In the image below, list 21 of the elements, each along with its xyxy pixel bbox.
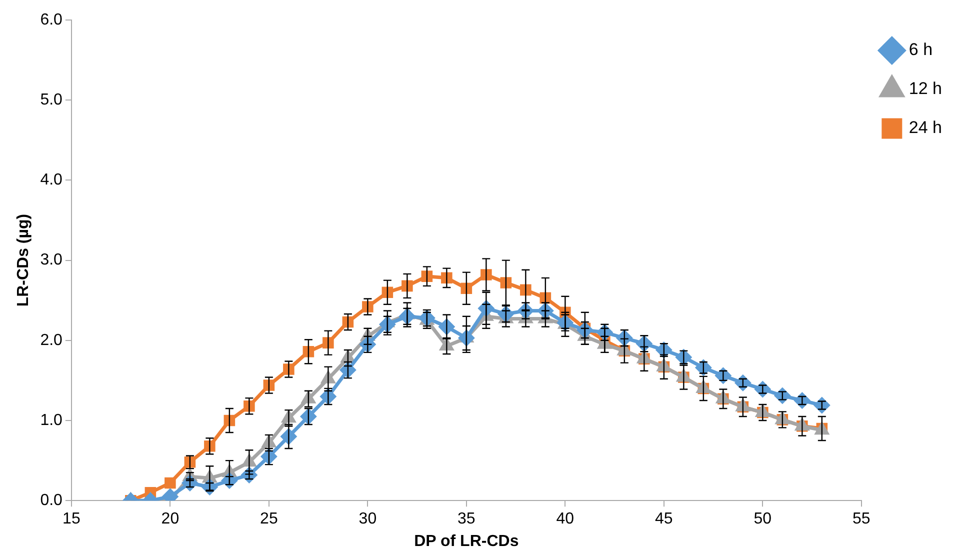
x-tick-label: 20 (161, 510, 180, 528)
x-tick-label: 55 (852, 510, 870, 528)
y-tick-label: 4.0 (40, 172, 63, 189)
x-tick-label: 30 (358, 510, 377, 528)
x-tick-label: 35 (458, 510, 476, 528)
y-tick-label: 6.0 (40, 11, 63, 28)
x-axis-title: DP of LR-CDs (414, 532, 519, 550)
y-tick-label: 5.0 (40, 92, 63, 109)
legend-label: 6 h (908, 40, 933, 60)
y-tick-label: 0.0 (40, 492, 63, 510)
x-tick-label: 15 (62, 510, 80, 528)
x-tick-label: 25 (260, 510, 278, 528)
y-tick-label: 1.0 (40, 412, 63, 429)
x-tick-label: 40 (556, 510, 574, 528)
y-tick-label: 2.0 (40, 332, 63, 349)
y-tick-label: 3.0 (40, 252, 63, 269)
legend-label: 12 h (908, 79, 942, 98)
x-tick-label: 50 (754, 510, 772, 528)
y-axis-title: LR-CDs (µg) (15, 214, 32, 307)
legend-label: 24 h (908, 118, 942, 138)
x-tick-label: 45 (655, 510, 673, 528)
